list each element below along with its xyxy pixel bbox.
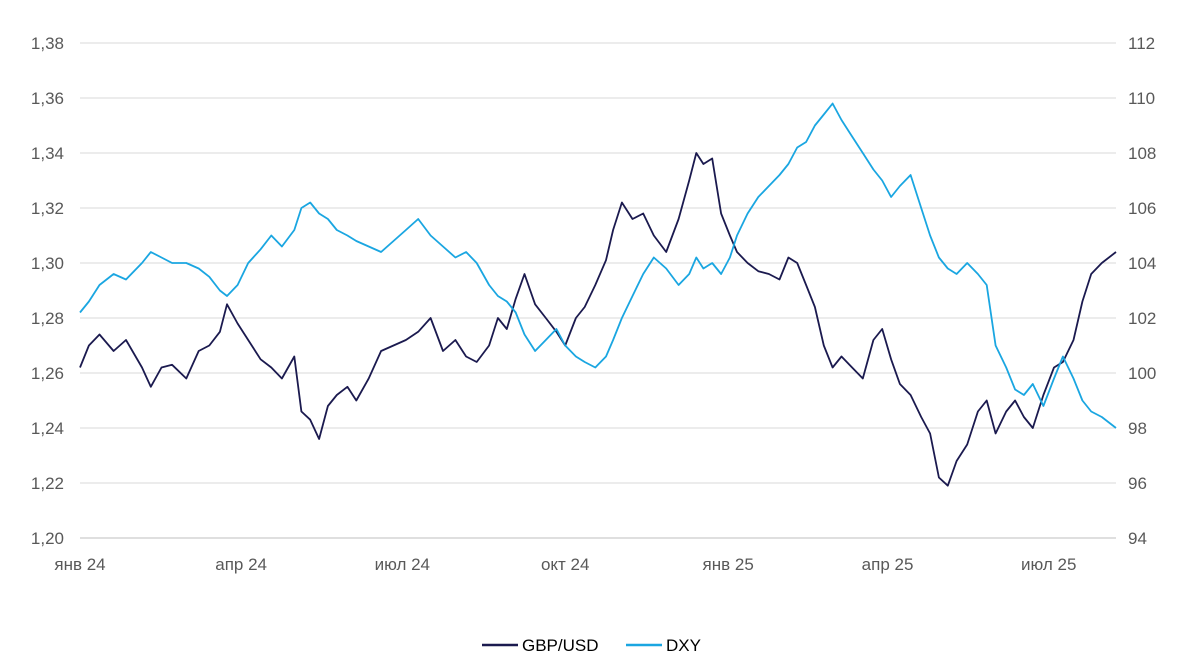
x-tick-label: июл 24 — [375, 555, 430, 574]
y-right-tick-label: 94 — [1128, 529, 1147, 548]
y-right-tick-label: 100 — [1128, 364, 1156, 383]
y-left-tick-label: 1,28 — [31, 309, 64, 328]
y-left-tick-label: 1,30 — [31, 254, 64, 273]
x-tick-label: июл 25 — [1021, 555, 1076, 574]
x-tick-label: окт 24 — [541, 555, 590, 574]
y-left-tick-label: 1,38 — [31, 34, 64, 53]
y-left-tick-label: 1,20 — [31, 529, 64, 548]
y-right-tick-label: 110 — [1128, 89, 1155, 108]
y-right-tick-label: 112 — [1128, 34, 1155, 53]
legend: GBP/USD DXY — [482, 636, 701, 655]
y-axis-right: 94 96 98 100 102 104 106 108 110 112 — [1128, 34, 1156, 548]
y-left-tick-label: 1,36 — [31, 89, 64, 108]
x-tick-label: апр 25 — [862, 555, 914, 574]
series-lines — [79, 102, 1117, 487]
x-tick-label: янв 25 — [703, 555, 754, 574]
y-left-tick-label: 1,26 — [31, 364, 64, 383]
y-left-tick-label: 1,24 — [31, 419, 64, 438]
legend-label-dxy: DXY — [666, 636, 701, 655]
x-axis: янв 24 апр 24 июл 24 окт 24 янв 25 апр 25 июл … — [54, 555, 1076, 574]
series-line-dxy — [79, 102, 1117, 429]
legend-label-gbpusd: GBP/USD — [522, 636, 599, 655]
y-right-tick-label: 106 — [1128, 199, 1156, 218]
y-right-tick-label: 108 — [1128, 144, 1156, 163]
x-tick-label: апр 24 — [215, 555, 267, 574]
y-axis-left: 1,20 1,22 1,24 1,26 1,28 1,30 1,32 1,34 1,36 1,38 — [31, 34, 64, 548]
y-left-tick-label: 1,32 — [31, 199, 64, 218]
y-right-tick-label: 104 — [1128, 254, 1156, 273]
y-right-tick-label: 102 — [1128, 309, 1156, 328]
legend-item-dxy: DXY — [626, 636, 701, 655]
series-line-gbpusd — [79, 152, 1117, 487]
gridlines — [80, 42, 1116, 539]
y-right-tick-label: 96 — [1128, 474, 1147, 493]
y-right-tick-label: 98 — [1128, 419, 1147, 438]
legend-item-gbpusd: GBP/USD — [482, 636, 599, 655]
x-tick-label: янв 24 — [54, 555, 105, 574]
y-left-tick-label: 1,22 — [31, 474, 64, 493]
y-left-tick-label: 1,34 — [31, 144, 64, 163]
